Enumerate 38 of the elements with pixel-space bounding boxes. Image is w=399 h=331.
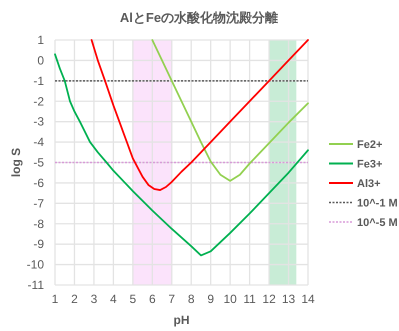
y-tick-label: -4	[33, 135, 44, 150]
y-tick-label: -10	[26, 258, 44, 272]
x-tick-label: 3	[90, 292, 98, 306]
x-tick-label: 2	[71, 292, 78, 306]
legend-label: 10^-1 M	[357, 198, 398, 210]
y-tick-label: -6	[33, 176, 44, 190]
x-tick-label: 13	[282, 292, 296, 306]
x-tick-label: 9	[207, 292, 214, 306]
y-tick-label: -1	[33, 74, 44, 88]
y-tick-label: -2	[33, 94, 44, 108]
y-tick-label: -3	[33, 114, 44, 129]
x-axis-title: pH	[174, 313, 190, 327]
x-tick-label: 12	[262, 292, 276, 306]
legend-label: Fe2+	[357, 139, 382, 151]
y-tick-label: 1	[37, 33, 44, 47]
chart-title: AlとFeの水酸化物沈殿分離	[120, 10, 278, 25]
line-series	[151, 39, 309, 182]
x-tick-label: 8	[188, 292, 195, 306]
line-series	[90, 39, 309, 191]
x-tick-label: 7	[168, 292, 176, 306]
legend-label: 10^-5 M	[357, 217, 398, 229]
y-axis-title: log S	[9, 148, 23, 178]
x-tick-label: 6	[148, 292, 156, 306]
y-tick-label: -8	[33, 216, 44, 231]
y-tick-label: 0	[37, 53, 44, 68]
legend-label: Fe3+	[357, 158, 382, 170]
x-tick-label: 14	[301, 292, 315, 306]
x-tick-label: 11	[243, 292, 256, 306]
y-tick-label: -9	[33, 237, 44, 252]
x-tick-label: 5	[130, 292, 136, 306]
legend-label: Al3+	[357, 178, 381, 190]
x-tick-label: 10	[223, 292, 238, 306]
x-tick-label: 1	[52, 292, 59, 306]
y-tick-label: -11	[28, 278, 44, 292]
line-series	[54, 53, 309, 256]
y-tick-label: -5	[33, 156, 44, 170]
y-tick-label: -7	[33, 196, 44, 210]
x-tick-label: 4	[110, 292, 118, 306]
